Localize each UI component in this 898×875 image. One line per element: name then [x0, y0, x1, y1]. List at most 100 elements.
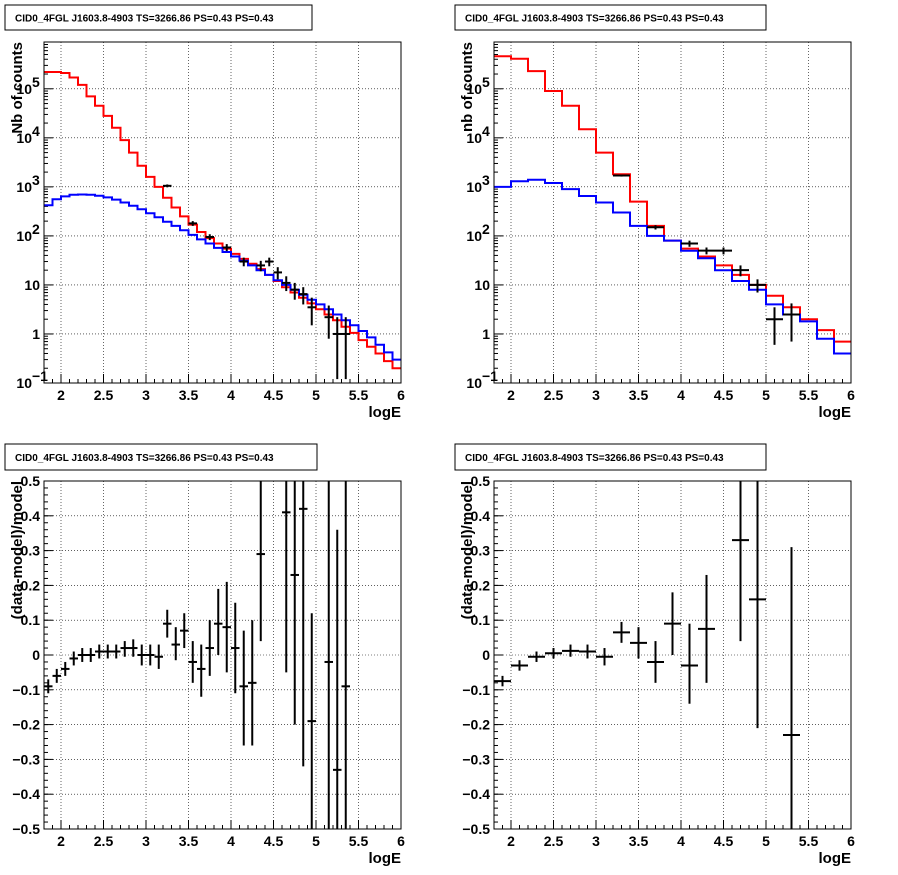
x-tick-label: 2	[57, 387, 65, 403]
x-tick-label: 6	[397, 833, 405, 849]
y-tick-label: 1	[32, 326, 40, 342]
y-tick-exponent: 2	[32, 221, 40, 237]
x-tick-label: 4	[227, 833, 235, 849]
y-axis-label: nb of counts	[459, 42, 476, 132]
y-tick-label: 0.5	[471, 473, 491, 489]
y-tick-label: 0.2	[471, 577, 491, 593]
y-tick-label: 10	[466, 130, 482, 146]
grid	[494, 42, 851, 383]
data-points	[163, 184, 350, 380]
chart-title: CID0_4FGL J1603.8-4903 TS=3266.86 PS=0.4…	[15, 453, 274, 464]
grid	[44, 481, 401, 829]
data-points	[613, 174, 800, 345]
series-red-histogram	[494, 55, 851, 343]
title-box	[454, 4, 767, 31]
y-tick-label: −0.1	[462, 682, 490, 698]
panel-bottom-right: CID0_4FGL J1603.8-4903 TS=3266.86 PS=0.4…	[454, 443, 855, 867]
y-tick-label: 10	[466, 179, 482, 195]
panel-top-right: CID0_4FGL J1603.8-4903 TS=3266.86 PS=0.4…	[454, 4, 855, 421]
x-tick-label: 5	[762, 387, 770, 403]
x-tick-label: 3	[592, 833, 600, 849]
y-tick-exponent: −1	[32, 368, 48, 384]
x-tick-label: 6	[847, 387, 855, 403]
x-tick-label: 5	[762, 833, 770, 849]
y-tick-label: −0.4	[462, 786, 490, 802]
y-tick-label: 0.1	[471, 612, 491, 628]
x-tick-label: 3	[142, 387, 150, 403]
y-tick-exponent: 4	[482, 123, 490, 139]
series-blue-histogram	[494, 178, 851, 355]
chart-title: CID0_4FGL J1603.8-4903 TS=3266.86 PS=0.4…	[465, 14, 724, 25]
y-tick-label: 0	[32, 647, 40, 663]
x-tick-label: 5.5	[799, 833, 819, 849]
y-tick-label: 0.3	[471, 543, 491, 559]
x-tick-label: 5	[312, 387, 320, 403]
chart-title: CID0_4FGL J1603.8-4903 TS=3266.86 PS=0.4…	[465, 453, 724, 464]
x-tick-label: 3.5	[629, 387, 649, 403]
x-tick-label: 4.5	[264, 833, 284, 849]
y-tick-label: −0.3	[12, 751, 40, 767]
x-tick-label: 2.5	[94, 833, 114, 849]
title-box	[4, 443, 318, 471]
y-tick-label: 1	[482, 326, 490, 342]
y-tick-label: 0.4	[21, 508, 41, 524]
y-tick-exponent: 5	[482, 74, 490, 90]
y-axis-label: (data-model)/model	[9, 481, 26, 619]
x-tick-label: 6	[397, 387, 405, 403]
x-tick-label: 2.5	[94, 387, 114, 403]
y-tick-label: 10	[16, 228, 32, 244]
x-tick-label: 5.5	[349, 833, 369, 849]
y-tick-label: 0	[482, 647, 490, 663]
plot-frame	[493, 41, 852, 384]
data-points	[44, 481, 350, 829]
x-tick-label: 3	[142, 833, 150, 849]
x-tick-label: 4	[677, 833, 685, 849]
grid	[44, 42, 401, 383]
y-tick-label: 0.3	[21, 543, 41, 559]
x-tick-label: 2	[507, 833, 515, 849]
chart-title: CID0_4FGL J1603.8-4903 TS=3266.86 PS=0.4…	[15, 14, 274, 25]
x-axis-label: logE	[369, 404, 402, 421]
y-tick-exponent: 3	[32, 172, 40, 188]
x-tick-label: 3.5	[179, 833, 199, 849]
y-tick-label: −0.2	[462, 717, 490, 733]
title-box	[4, 4, 313, 31]
y-tick-label: −0.2	[12, 717, 40, 733]
y-tick-label: 10	[466, 375, 482, 391]
plot-frame	[43, 41, 402, 384]
y-tick-exponent: 4	[32, 123, 40, 139]
y-tick-label: 0.4	[471, 508, 491, 524]
x-tick-label: 5.5	[799, 387, 819, 403]
x-tick-label: 2	[507, 387, 515, 403]
x-tick-label: 5.5	[349, 387, 369, 403]
y-tick-label: 10	[24, 277, 40, 293]
y-tick-label: 10	[474, 277, 490, 293]
x-axis-label: logE	[369, 850, 402, 867]
y-axis-label: (data-model)/model	[459, 481, 476, 619]
x-tick-label: 3	[592, 387, 600, 403]
x-tick-label: 4.5	[264, 387, 284, 403]
x-tick-label: 3.5	[629, 833, 649, 849]
y-tick-exponent: 3	[482, 172, 490, 188]
x-tick-label: 5	[312, 833, 320, 849]
panel-bottom-left: CID0_4FGL J1603.8-4903 TS=3266.86 PS=0.4…	[4, 443, 405, 867]
data-points	[494, 481, 800, 829]
x-tick-label: 4.5	[714, 387, 734, 403]
series-blue-histogram	[44, 193, 401, 361]
y-tick-label: 10	[466, 228, 482, 244]
x-tick-label: 4	[677, 387, 685, 403]
y-tick-label: 10	[16, 81, 32, 97]
x-tick-label: 6	[847, 833, 855, 849]
y-tick-label: −0.1	[12, 682, 40, 698]
y-tick-label: 0.1	[21, 612, 41, 628]
y-tick-exponent: −1	[482, 368, 498, 384]
x-tick-label: 4	[227, 387, 235, 403]
y-tick-label: −0.5	[12, 821, 40, 837]
y-tick-label: −0.3	[462, 751, 490, 767]
y-tick-label: −0.5	[462, 821, 490, 837]
plot-frame	[493, 480, 852, 830]
y-tick-exponent: 2	[482, 221, 490, 237]
y-tick-exponent: 5	[32, 74, 40, 90]
x-tick-label: 2	[57, 833, 65, 849]
